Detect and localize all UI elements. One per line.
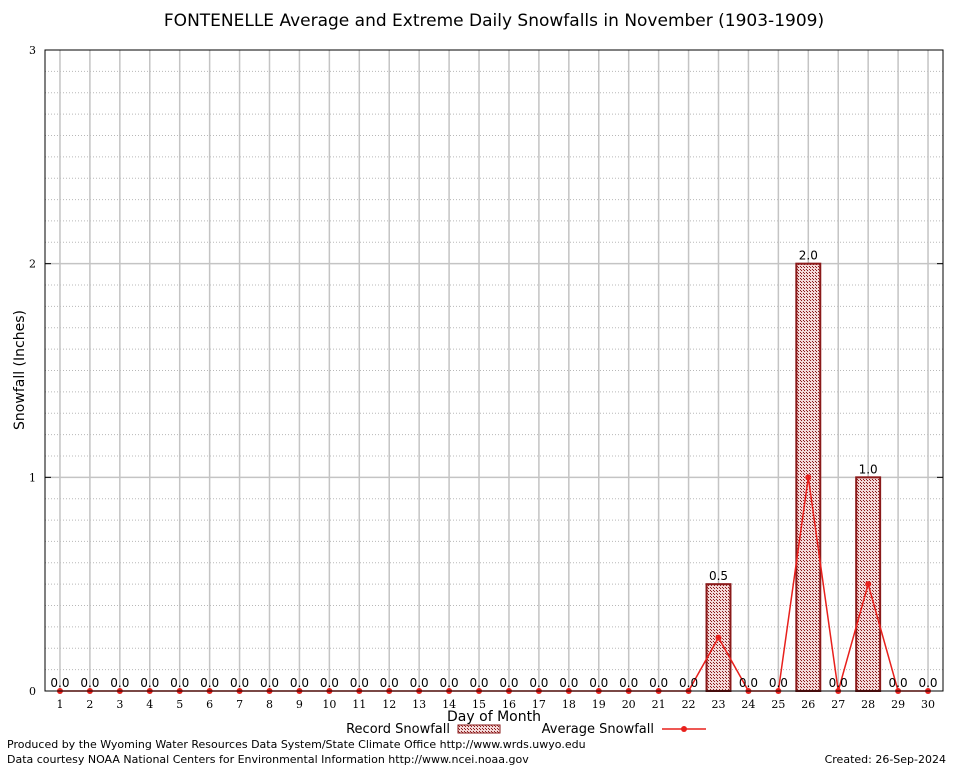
x-tick-label: 30: [921, 698, 935, 711]
x-tick-label: 23: [712, 698, 726, 711]
record-value-label: 0.0: [589, 676, 608, 690]
record-value-label: 0.0: [769, 676, 788, 690]
legend-average-label: Average Snowfall: [542, 722, 654, 737]
x-tick-label: 19: [592, 698, 606, 711]
record-value-label: 0.0: [469, 676, 488, 690]
x-tick-label: 10: [322, 698, 336, 711]
record-value-label: 0.5: [709, 569, 728, 583]
x-tick-label: 14: [442, 698, 456, 711]
record-value-label: 0.0: [380, 676, 399, 690]
record-value-label: 0.0: [290, 676, 309, 690]
x-tick-label: 21: [652, 698, 666, 711]
record-value-label: 0.0: [260, 676, 279, 690]
x-tick-label: 18: [562, 698, 576, 711]
x-tick-label: 7: [236, 698, 243, 711]
x-tick-label: 27: [831, 698, 845, 711]
record-value-label: 1.0: [859, 462, 878, 476]
y-tick-label: 1: [29, 471, 36, 484]
x-tick-label: 12: [382, 698, 396, 711]
record-value-label: 0.0: [918, 676, 937, 690]
x-tick-label: 15: [472, 698, 486, 711]
x-tick-label: 29: [891, 698, 905, 711]
x-tick-label: 3: [116, 698, 123, 711]
record-value-label: 0.0: [320, 676, 339, 690]
legend-average-marker: [681, 726, 687, 732]
record-value-label: 0.0: [649, 676, 668, 690]
record-value-label: 0.0: [679, 676, 698, 690]
legend: Record Snowfall Average Snowfall: [346, 722, 706, 737]
average-point: [715, 634, 722, 641]
footer-producer: Produced by the Wyoming Water Resources …: [7, 738, 586, 751]
x-tick-label: 26: [801, 698, 815, 711]
record-value-label: 0.0: [110, 676, 129, 690]
x-tick-label: 20: [622, 698, 636, 711]
record-value-label: 0.0: [410, 676, 429, 690]
y-tick-label: 2: [29, 258, 36, 271]
x-tick-label: 9: [296, 698, 303, 711]
chart-title: FONTENELLE Average and Extreme Daily Sno…: [164, 11, 824, 31]
legend-record-swatch: [457, 724, 501, 734]
record-value-label: 0.0: [499, 676, 518, 690]
y-axis-label: Snowfall (Inches): [12, 310, 28, 430]
legend-record-label: Record Snowfall: [346, 722, 450, 737]
x-tick-label: 25: [771, 698, 785, 711]
y-tick-label: 3: [29, 44, 36, 57]
data-labels: 0.0 0.0 0.0 0.0 0.0 0.0 0.0 0.0 0.0 0.0 0.0 0.0 0.0 0…: [50, 249, 937, 690]
x-tick-label: 6: [206, 698, 213, 711]
record-value-label: 0.0: [829, 676, 848, 690]
x-tick-label: 2: [86, 698, 93, 711]
x-tick-label: 13: [412, 698, 426, 711]
record-value-label: 0.0: [80, 676, 99, 690]
record-value-label: 0.0: [889, 676, 908, 690]
footer-created-date: Created: 26-Sep-2024: [824, 753, 946, 766]
x-tick-label: 4: [146, 698, 153, 711]
record-value-label: 0.0: [559, 676, 578, 690]
record-value-label: 0.0: [200, 676, 219, 690]
record-value-label: 0.0: [440, 676, 459, 690]
x-tick-label: 5: [176, 698, 183, 711]
record-value-label: 0.0: [140, 676, 159, 690]
record-value-label: 0.0: [739, 676, 758, 690]
record-value-label: 0.0: [170, 676, 189, 690]
x-tick-label: 1: [56, 698, 63, 711]
x-tick-label: 24: [741, 698, 755, 711]
x-tick-label: 17: [532, 698, 546, 711]
x-tick-label: 28: [861, 698, 875, 711]
record-value-label: 0.0: [350, 676, 369, 690]
record-value-label: 2.0: [799, 249, 818, 263]
footer-data-source: Data courtesy NOAA National Centers for …: [7, 753, 529, 766]
x-tick-label: 16: [502, 698, 516, 711]
average-point: [805, 474, 812, 481]
x-tick-label: 11: [352, 698, 366, 711]
average-point: [865, 581, 872, 588]
plot-frame: [44, 49, 944, 692]
record-value-label: 0.0: [619, 676, 638, 690]
x-tick-label: 22: [682, 698, 696, 711]
record-value-label: 0.0: [230, 676, 249, 690]
record-value-label: 0.0: [529, 676, 548, 690]
record-value-label: 0.0: [50, 676, 69, 690]
x-axis-label: Day of Month: [447, 709, 541, 725]
y-tick-label: 0: [29, 685, 36, 698]
x-tick-label: 8: [266, 698, 273, 711]
